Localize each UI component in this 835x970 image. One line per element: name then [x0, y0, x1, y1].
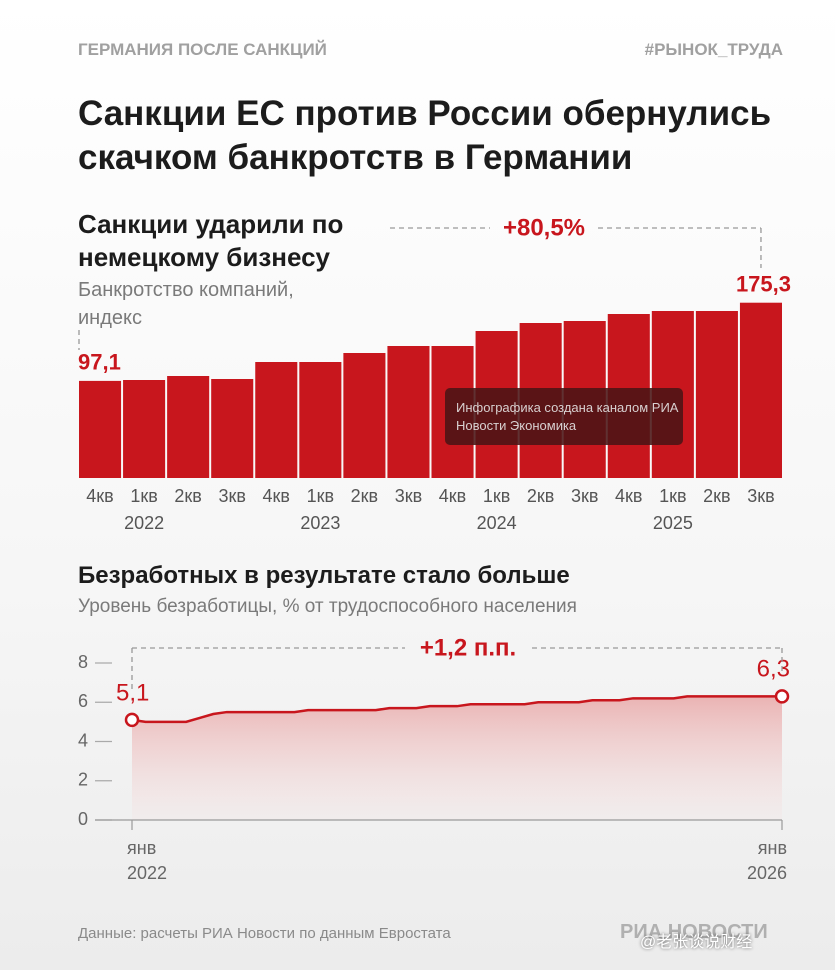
- area: [132, 696, 782, 820]
- tag-label: #РЫНОК_ТРУДА: [644, 40, 783, 59]
- x-group-label: 2024: [477, 513, 517, 533]
- x-tick-label: 2кв: [351, 486, 378, 506]
- y-tick-label: 8: [78, 652, 88, 672]
- y-tick-label: 6: [78, 691, 88, 711]
- x-tick-label: 1кв: [659, 486, 686, 506]
- logo: РИА НОВОСТИ: [620, 921, 768, 943]
- annotation: +80,5%: [503, 214, 585, 241]
- x-tick-label: 3кв: [218, 486, 245, 506]
- x-tick-label: янв 2026: [746, 838, 787, 883]
- x-group-label: 2022: [124, 513, 164, 533]
- x-tick-label: 2кв: [527, 486, 554, 506]
- end-point: [124, 712, 140, 728]
- watermark-box: [445, 388, 683, 445]
- bar: [167, 376, 210, 478]
- value-label: 97,1: [78, 350, 121, 375]
- chart-subtitle: Уровень безработицы, % от трудоспособног…: [78, 596, 577, 617]
- x-tick-label: 1кв: [307, 486, 334, 506]
- bar: [123, 380, 166, 478]
- end-point: [774, 689, 790, 704]
- x-tick-label: 2кв: [174, 486, 201, 506]
- bar: [343, 353, 386, 478]
- bar: [387, 346, 430, 478]
- bar: [299, 362, 342, 478]
- value-label: 5,1: [116, 679, 149, 706]
- x-tick-label: 2кв: [703, 486, 730, 506]
- y-tick-label: 4: [78, 730, 88, 750]
- x-tick-label: 1кв: [483, 486, 510, 506]
- bar: [211, 379, 254, 478]
- bar: [79, 380, 122, 478]
- x-group-label: 2023: [300, 513, 340, 533]
- x-tick-label: 3кв: [747, 486, 774, 506]
- x-tick-label: 4кв: [615, 486, 642, 506]
- x-tick-label: 4кв: [86, 486, 113, 506]
- section-label: ГЕРМАНИЯ ПОСЛЕ САНКЦИЙ: [78, 40, 327, 59]
- chart-title: Санкции ударили по немецкому бизнесу: [78, 209, 344, 272]
- value-label: 175,3: [736, 272, 791, 297]
- y-tick-label: 0: [78, 809, 88, 829]
- source-note: Данные: расчеты РИА Новости по данным Ев…: [78, 925, 451, 942]
- x-tick-label: 3кв: [395, 486, 422, 506]
- x-tick-label: 1кв: [130, 486, 157, 506]
- x-tick-label: 4кв: [263, 486, 290, 506]
- watermark: @老张谈说财经: [640, 934, 753, 951]
- x-tick-label: 3кв: [571, 486, 598, 506]
- bar: [739, 302, 782, 478]
- watermark-text: Инфографика создана каналом РИА Новости …: [456, 400, 679, 433]
- x-tick-label: янв 2022: [127, 838, 168, 883]
- y-tick-label: 2: [78, 770, 88, 790]
- line: [131, 695, 782, 724]
- chart-title: Безработных в результате стало больше: [78, 562, 570, 589]
- bar: [695, 311, 738, 478]
- page-title: Санкции ЕС против России обернулись скач…: [78, 94, 772, 177]
- bar: [255, 362, 298, 478]
- x-group-label: 2025: [653, 513, 693, 533]
- chart-subtitle: Банкротство компаний, индекс: [78, 279, 294, 329]
- annotation: +1,2 п.п.: [420, 634, 516, 661]
- value-label: 6,3: [757, 656, 790, 683]
- x-tick-label: 4кв: [439, 486, 466, 506]
